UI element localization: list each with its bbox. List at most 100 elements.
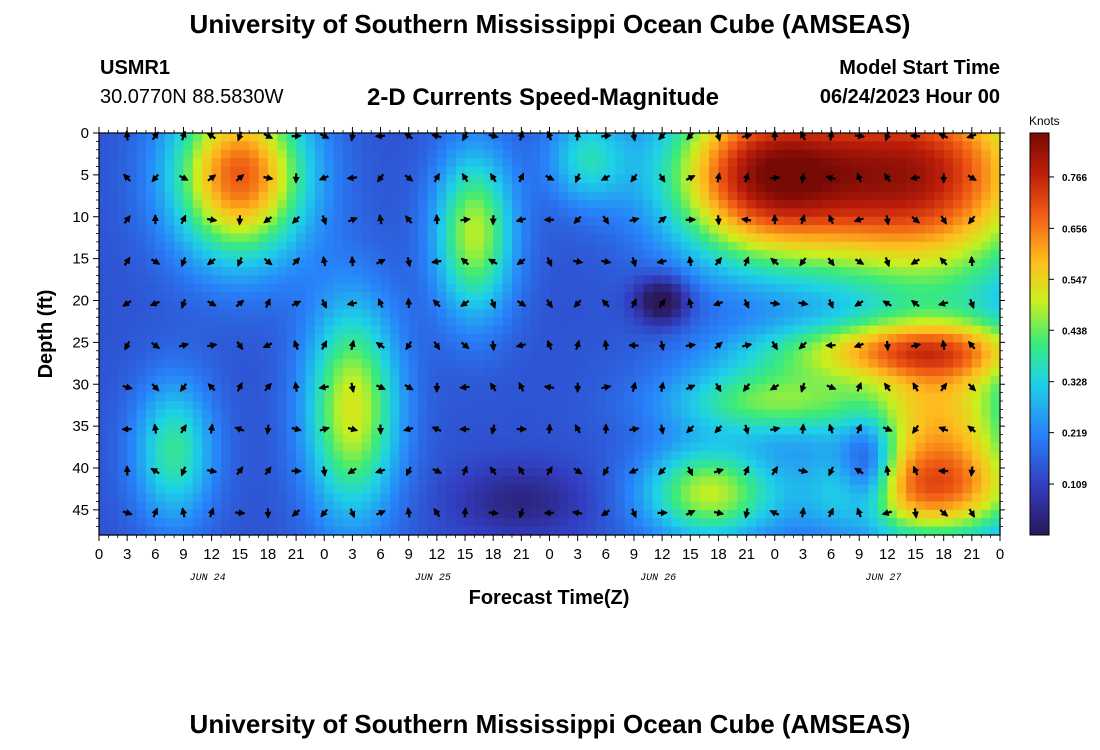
- heat-cell: [765, 442, 776, 452]
- heat-cell: [117, 451, 128, 461]
- heat-cell: [680, 509, 691, 519]
- heat-cell: [408, 233, 419, 243]
- heat-cell: [540, 459, 551, 469]
- heat-cell: [812, 493, 823, 503]
- current-arrow: [967, 383, 977, 392]
- current-arrow: [461, 506, 469, 518]
- heat-cell: [718, 334, 729, 343]
- heat-cell: [793, 308, 804, 318]
- heat-cell: [108, 275, 119, 285]
- heat-cell: [615, 158, 626, 168]
- heat-cell: [718, 308, 729, 318]
- heat-cell: [343, 375, 354, 385]
- heat-cell: [924, 283, 935, 293]
- heat-cell: [718, 283, 729, 293]
- heat-cell: [652, 493, 663, 503]
- heat-cell: [849, 183, 860, 193]
- heat-cell: [446, 325, 457, 335]
- heat-cell: [577, 183, 588, 193]
- heat-cell: [887, 258, 898, 268]
- heat-cell: [511, 493, 522, 503]
- heat-cell: [755, 442, 766, 452]
- heat-cell: [962, 342, 973, 352]
- heat-cell: [784, 484, 795, 494]
- heat-cell: [192, 325, 203, 335]
- current-arrow: [264, 466, 272, 476]
- heat-cell: [962, 200, 973, 209]
- heat-cell: [483, 509, 494, 519]
- heat-cell: [361, 133, 372, 142]
- current-arrow: [630, 381, 638, 392]
- heat-cell: [577, 267, 588, 276]
- heat-cell: [737, 359, 748, 369]
- heat-cell: [793, 484, 804, 494]
- heat-cell: [155, 350, 166, 360]
- heat-cell: [221, 141, 231, 151]
- heat-cell: [446, 208, 457, 218]
- heat-cell: [971, 325, 982, 335]
- heat-cell: [324, 334, 335, 343]
- heat-cell: [446, 166, 457, 176]
- heat-cell: [474, 334, 485, 343]
- heat-cell: [221, 526, 231, 536]
- heat-cell: [343, 459, 354, 469]
- heat-cell: [690, 300, 701, 310]
- heat-cell: [671, 208, 682, 218]
- heat-cell: [352, 459, 363, 469]
- heat-cell: [577, 375, 588, 385]
- heat-cell: [793, 158, 804, 168]
- heat-cell: [934, 434, 945, 444]
- heat-cell: [737, 401, 748, 410]
- heat-cell: [305, 392, 316, 402]
- heat-cell: [202, 417, 213, 427]
- heat-cell: [277, 434, 288, 444]
- heat-cell: [868, 325, 879, 335]
- heat-cell: [127, 401, 138, 410]
- heat-cell: [812, 434, 823, 444]
- heat-cell: [568, 267, 579, 276]
- heat-cell: [221, 149, 231, 159]
- heat-cell: [202, 267, 213, 276]
- heat-cell: [145, 375, 156, 385]
- heat-cell: [127, 208, 138, 218]
- heat-cell: [530, 141, 541, 151]
- heat-cell: [314, 158, 325, 168]
- heat-cell: [549, 141, 560, 151]
- heat-cell: [577, 484, 588, 494]
- heat-cell: [633, 133, 644, 142]
- heat-cell: [971, 225, 982, 235]
- current-arrow: [459, 383, 470, 391]
- heat-cell: [737, 350, 748, 360]
- heat-cell: [643, 375, 654, 385]
- heat-cell: [267, 426, 278, 436]
- heat-cell: [202, 334, 213, 343]
- heat-cell: [455, 409, 466, 419]
- heat-cell: [896, 384, 907, 394]
- heat-cell: [511, 426, 522, 436]
- heat-cell: [981, 367, 992, 377]
- heat-cell: [352, 501, 363, 511]
- heat-cell: [915, 325, 926, 335]
- heat-cell: [127, 334, 138, 343]
- heat-cell: [943, 141, 954, 151]
- heat-cell: [840, 401, 851, 410]
- heat-cell: [136, 518, 147, 528]
- current-arrow: [545, 465, 553, 476]
- heat-cell: [174, 526, 185, 536]
- heat-cell: [680, 233, 691, 243]
- heat-cell: [652, 451, 663, 461]
- heat-cell: [455, 216, 466, 226]
- heat-cell: [286, 367, 297, 377]
- heat-cell: [643, 283, 654, 293]
- heat-cell: [784, 267, 795, 276]
- heat-cell: [812, 476, 823, 486]
- heat-cell: [849, 191, 860, 201]
- heat-cell: [117, 468, 128, 477]
- heat-cell: [502, 367, 513, 377]
- heat-cell: [981, 174, 992, 184]
- heat-cell: [399, 434, 410, 444]
- heat-cell: [352, 401, 363, 410]
- heat-cell: [211, 250, 222, 260]
- heat-cell: [887, 434, 898, 444]
- heat-cell: [859, 501, 870, 511]
